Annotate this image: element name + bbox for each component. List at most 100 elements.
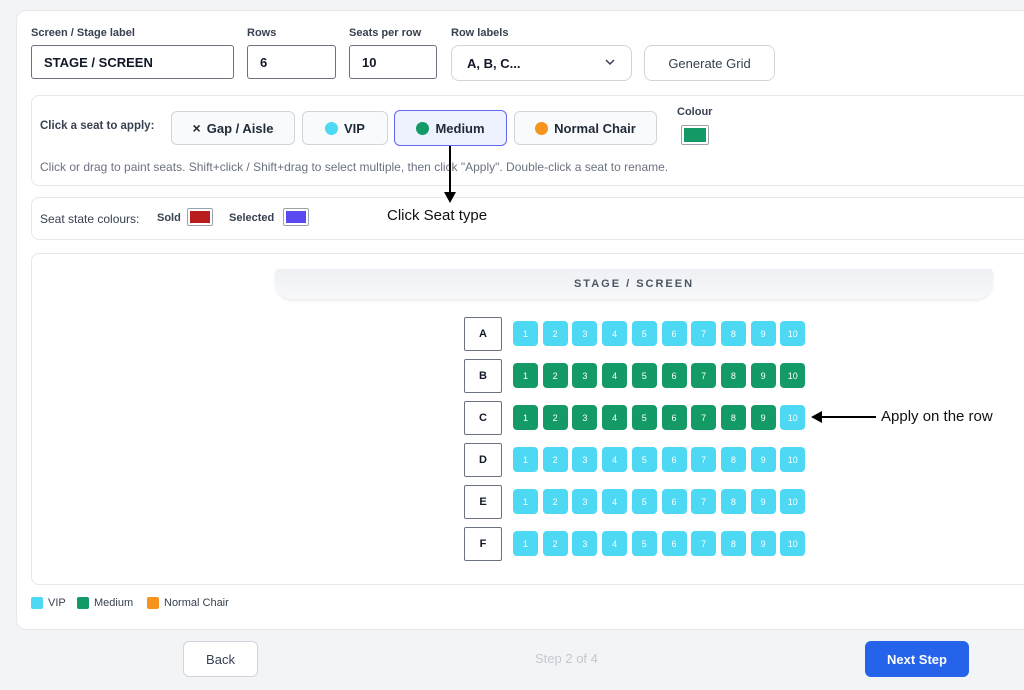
seat-f-5[interactable]: 5: [631, 531, 657, 556]
seat-c-9[interactable]: 9: [750, 405, 776, 430]
seat-a-3[interactable]: 3: [572, 321, 598, 346]
seats-per-row-input[interactable]: 10: [349, 45, 437, 79]
seat-e-8[interactable]: 8: [720, 489, 746, 514]
stage-label-caption: Screen / Stage label: [31, 27, 135, 39]
seat-c-7[interactable]: 7: [691, 405, 717, 430]
seat-b-4[interactable]: 4: [602, 363, 628, 388]
seat-d-1[interactable]: 1: [513, 447, 538, 472]
next-step-button[interactable]: Next Step: [865, 641, 969, 677]
seat-d-6[interactable]: 6: [661, 447, 687, 472]
seat-f-10[interactable]: 10: [780, 531, 806, 556]
back-button[interactable]: Back: [183, 641, 258, 677]
seat-a-2[interactable]: 2: [542, 321, 568, 346]
seat-b-7[interactable]: 7: [691, 363, 717, 388]
seat-d-7[interactable]: 7: [691, 447, 717, 472]
seat-e-5[interactable]: 5: [631, 489, 657, 514]
seat-f-8[interactable]: 8: [720, 531, 746, 556]
seat-f-3[interactable]: 3: [572, 531, 598, 556]
selected-colour-picker[interactable]: [283, 208, 309, 226]
seat-d-8[interactable]: 8: [720, 447, 746, 472]
chevron-down-icon: [605, 59, 615, 66]
colour-picker[interactable]: [681, 125, 709, 145]
seat-a-8[interactable]: 8: [720, 321, 746, 346]
seat-d-5[interactable]: 5: [631, 447, 657, 472]
seat-e-4[interactable]: 4: [602, 489, 628, 514]
seats-per-row-caption: Seats per row: [349, 27, 422, 39]
seat-a-9[interactable]: 9: [750, 321, 776, 346]
row-label-d[interactable]: D: [464, 443, 502, 477]
seat-a-6[interactable]: 6: [661, 321, 687, 346]
row-label-f[interactable]: F: [464, 527, 502, 561]
seat-c-5[interactable]: 5: [631, 405, 657, 430]
legend-normal-chair: Normal Chair: [147, 597, 229, 609]
seat-d-2[interactable]: 2: [542, 447, 568, 472]
seat-type-medium-label: Medium: [435, 120, 485, 136]
seat-c-4[interactable]: 4: [602, 405, 628, 430]
stage-screen-banner: STAGE / SCREEN: [275, 269, 993, 299]
seat-d-4[interactable]: 4: [602, 447, 628, 472]
seat-a-7[interactable]: 7: [691, 321, 717, 346]
seat-e-9[interactable]: 9: [750, 489, 776, 514]
sold-colour-picker[interactable]: [187, 208, 213, 226]
row-label-a[interactable]: A: [464, 317, 502, 351]
generate-grid-button[interactable]: Generate Grid: [644, 45, 775, 81]
seat-f-4[interactable]: 4: [602, 531, 628, 556]
seat-e-2[interactable]: 2: [542, 489, 568, 514]
vip-dot-icon: [325, 121, 339, 135]
seat-state-caption: Seat state colours:: [40, 212, 140, 226]
arrow-down-icon: [444, 146, 456, 203]
seat-c-10[interactable]: 10: [780, 405, 806, 430]
seat-b-2[interactable]: 2: [542, 363, 568, 388]
seat-e-10[interactable]: 10: [780, 489, 806, 514]
seat-b-10[interactable]: 10: [780, 363, 806, 388]
seat-e-3[interactable]: 3: [572, 489, 598, 514]
seat-b-5[interactable]: 5: [631, 363, 657, 388]
seat-type-caption: Click a seat to apply:: [40, 120, 155, 132]
seat-e-1[interactable]: 1: [513, 489, 538, 514]
selected-label: Selected: [229, 212, 275, 224]
seat-d-10[interactable]: 10: [780, 447, 806, 472]
row-label-c[interactable]: C: [464, 401, 502, 435]
seat-c-3[interactable]: 3: [572, 405, 598, 430]
row-label-b[interactable]: B: [464, 359, 502, 393]
legend-medium: Medium: [77, 597, 133, 609]
medium-dot-icon: [416, 121, 430, 135]
seat-c-6[interactable]: 6: [661, 405, 687, 430]
seat-f-6[interactable]: 6: [661, 531, 687, 556]
seat-d-9[interactable]: 9: [750, 447, 776, 472]
seat-type-medium-button[interactable]: Medium: [394, 110, 507, 146]
legend-normal-chair-label: Normal Chair: [164, 597, 229, 609]
seat-type-gap-button[interactable]: × Gap / Aisle: [171, 111, 295, 145]
seat-f-2[interactable]: 2: [542, 531, 568, 556]
seat-type-vip-label: VIP: [344, 120, 365, 136]
seat-c-2[interactable]: 2: [542, 405, 568, 430]
seat-b-3[interactable]: 3: [572, 363, 598, 388]
seat-e-6[interactable]: 6: [661, 489, 687, 514]
seat-e-7[interactable]: 7: [691, 489, 717, 514]
seat-a-1[interactable]: 1: [513, 321, 538, 346]
row-labels-select[interactable]: A, B, C...: [451, 45, 632, 81]
seat-f-9[interactable]: 9: [750, 531, 776, 556]
seat-a-4[interactable]: 4: [602, 321, 628, 346]
seat-type-gap-label: Gap / Aisle: [206, 120, 274, 136]
colour-caption: Colour: [677, 106, 713, 118]
seat-a-5[interactable]: 5: [631, 321, 657, 346]
seat-b-1[interactable]: 1: [513, 363, 538, 388]
stage-label-input[interactable]: STAGE / SCREEN: [31, 45, 234, 79]
seat-f-1[interactable]: 1: [513, 531, 538, 556]
row-labels-value: A, B, C...: [467, 55, 521, 71]
seat-b-8[interactable]: 8: [720, 363, 746, 388]
rows-input[interactable]: 6: [247, 45, 336, 79]
normal-chair-swatch-icon: [147, 597, 159, 609]
seat-b-9[interactable]: 9: [750, 363, 776, 388]
seat-a-10[interactable]: 10: [780, 321, 806, 346]
seat-c-8[interactable]: 8: [720, 405, 746, 430]
seat-type-normal-chair-button[interactable]: Normal Chair: [514, 111, 657, 145]
step-indicator: Step 2 of 4: [535, 651, 598, 666]
seat-b-6[interactable]: 6: [661, 363, 687, 388]
seat-type-vip-button[interactable]: VIP: [302, 111, 388, 145]
row-label-e[interactable]: E: [464, 485, 502, 519]
seat-d-3[interactable]: 3: [572, 447, 598, 472]
seat-f-7[interactable]: 7: [691, 531, 717, 556]
seat-c-1[interactable]: 1: [513, 405, 538, 430]
